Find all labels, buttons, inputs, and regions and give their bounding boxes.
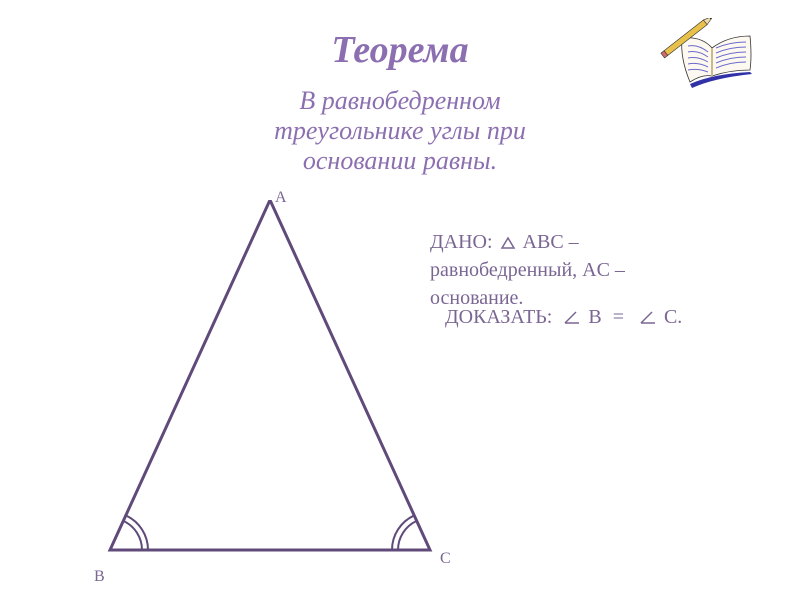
title-text: Теорема — [331, 29, 468, 71]
prove-eq: = — [613, 306, 624, 328]
angle-symbol-icon — [563, 309, 581, 325]
prove-c: C. — [664, 306, 682, 328]
given-line-2: равнобедренный, AC – — [430, 259, 625, 281]
prove-prefix: ДОКАЗАТЬ: — [445, 306, 552, 328]
prove-b: B — [588, 306, 601, 328]
vertex-label-c: С — [440, 550, 451, 568]
slide-subtitle: В равнобедренном треугольнике углы при о… — [0, 86, 800, 176]
given-block: ДАНО: ABC – равнобедренный, AC – основан… — [430, 228, 760, 312]
notebook-pencil-icon — [660, 18, 760, 98]
angle-symbol-icon — [639, 309, 657, 325]
vertex-label-b: В — [94, 568, 105, 586]
given-line-1: ABC – — [523, 231, 579, 253]
subtitle-line-1: В равнобедренном — [299, 86, 500, 115]
prove-block: ДОКАЗАТЬ: B = C. — [445, 306, 775, 329]
vertex-label-a: А — [275, 189, 287, 207]
subtitle-line-3: основании равны. — [303, 146, 497, 175]
triangle-symbol-icon — [500, 236, 516, 250]
triangle-diagram: А В С — [100, 200, 435, 560]
subtitle-line-2: треугольнике углы при — [274, 116, 526, 145]
triangle-svg — [100, 200, 440, 560]
